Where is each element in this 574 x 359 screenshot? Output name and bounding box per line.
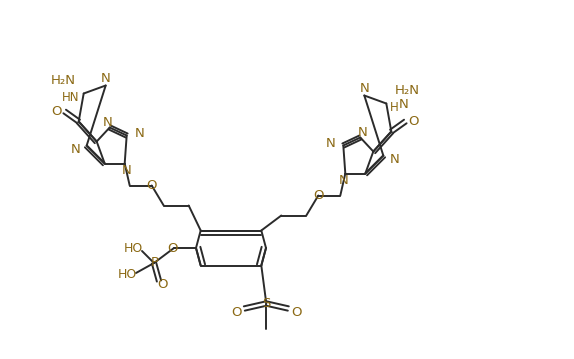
Text: O: O [291,306,301,319]
Text: O: O [313,189,324,202]
Text: N: N [71,143,81,156]
Text: H: H [390,101,399,114]
Text: N: N [122,164,131,177]
Text: N: N [389,153,399,166]
Text: H₂N: H₂N [394,84,420,97]
Text: N: N [325,137,335,150]
Text: S: S [262,297,270,310]
Text: O: O [52,105,62,118]
Text: HO: HO [124,242,144,256]
Text: HO: HO [118,269,137,281]
Text: P: P [151,256,159,270]
Text: O: O [146,179,157,192]
Text: N: N [135,127,145,140]
Text: O: O [168,242,179,255]
Text: O: O [408,115,418,128]
Text: N: N [398,98,408,111]
Text: O: O [158,279,168,292]
Text: N: N [359,82,369,95]
Text: N: N [339,174,348,187]
Text: N: N [103,116,113,129]
Text: H₂N: H₂N [51,74,76,87]
Text: N: N [101,72,111,85]
Text: HN: HN [62,91,80,104]
Text: O: O [231,306,242,319]
Text: N: N [358,126,367,139]
